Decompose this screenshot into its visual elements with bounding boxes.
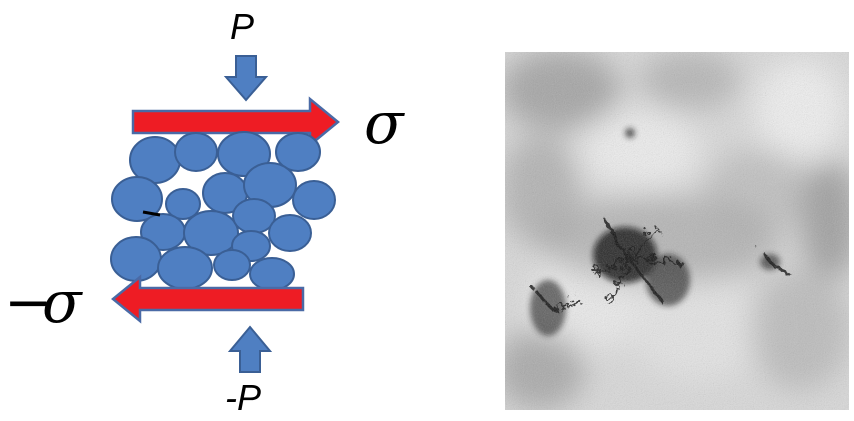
bottom-force-label: -P <box>225 377 261 416</box>
grain-pack <box>110 131 336 291</box>
top-force-label: P <box>230 6 254 47</box>
top-shear-arrow <box>131 96 340 148</box>
grain <box>165 188 201 220</box>
grain <box>174 132 218 172</box>
granular-schematic: P σ <box>4 6 405 418</box>
grain <box>268 214 312 252</box>
bottom-stress-symbol: σ <box>42 268 83 336</box>
grain <box>157 246 213 290</box>
grain <box>110 236 162 282</box>
micrograph <box>505 52 849 410</box>
grain <box>249 257 295 291</box>
micrograph-noise <box>505 52 849 410</box>
grain <box>213 249 251 281</box>
grain-contact-mark <box>142 210 161 217</box>
bottom-stress-minus: − <box>4 268 53 336</box>
top-force-arrow <box>223 55 269 102</box>
grain <box>292 180 336 220</box>
bottom-shear-arrow <box>111 274 305 324</box>
grain <box>275 132 321 172</box>
bottom-force-arrow <box>227 325 273 373</box>
grain <box>111 176 163 222</box>
grain <box>183 210 239 256</box>
top-stress-symbol: σ <box>364 89 405 157</box>
grain <box>232 198 276 234</box>
